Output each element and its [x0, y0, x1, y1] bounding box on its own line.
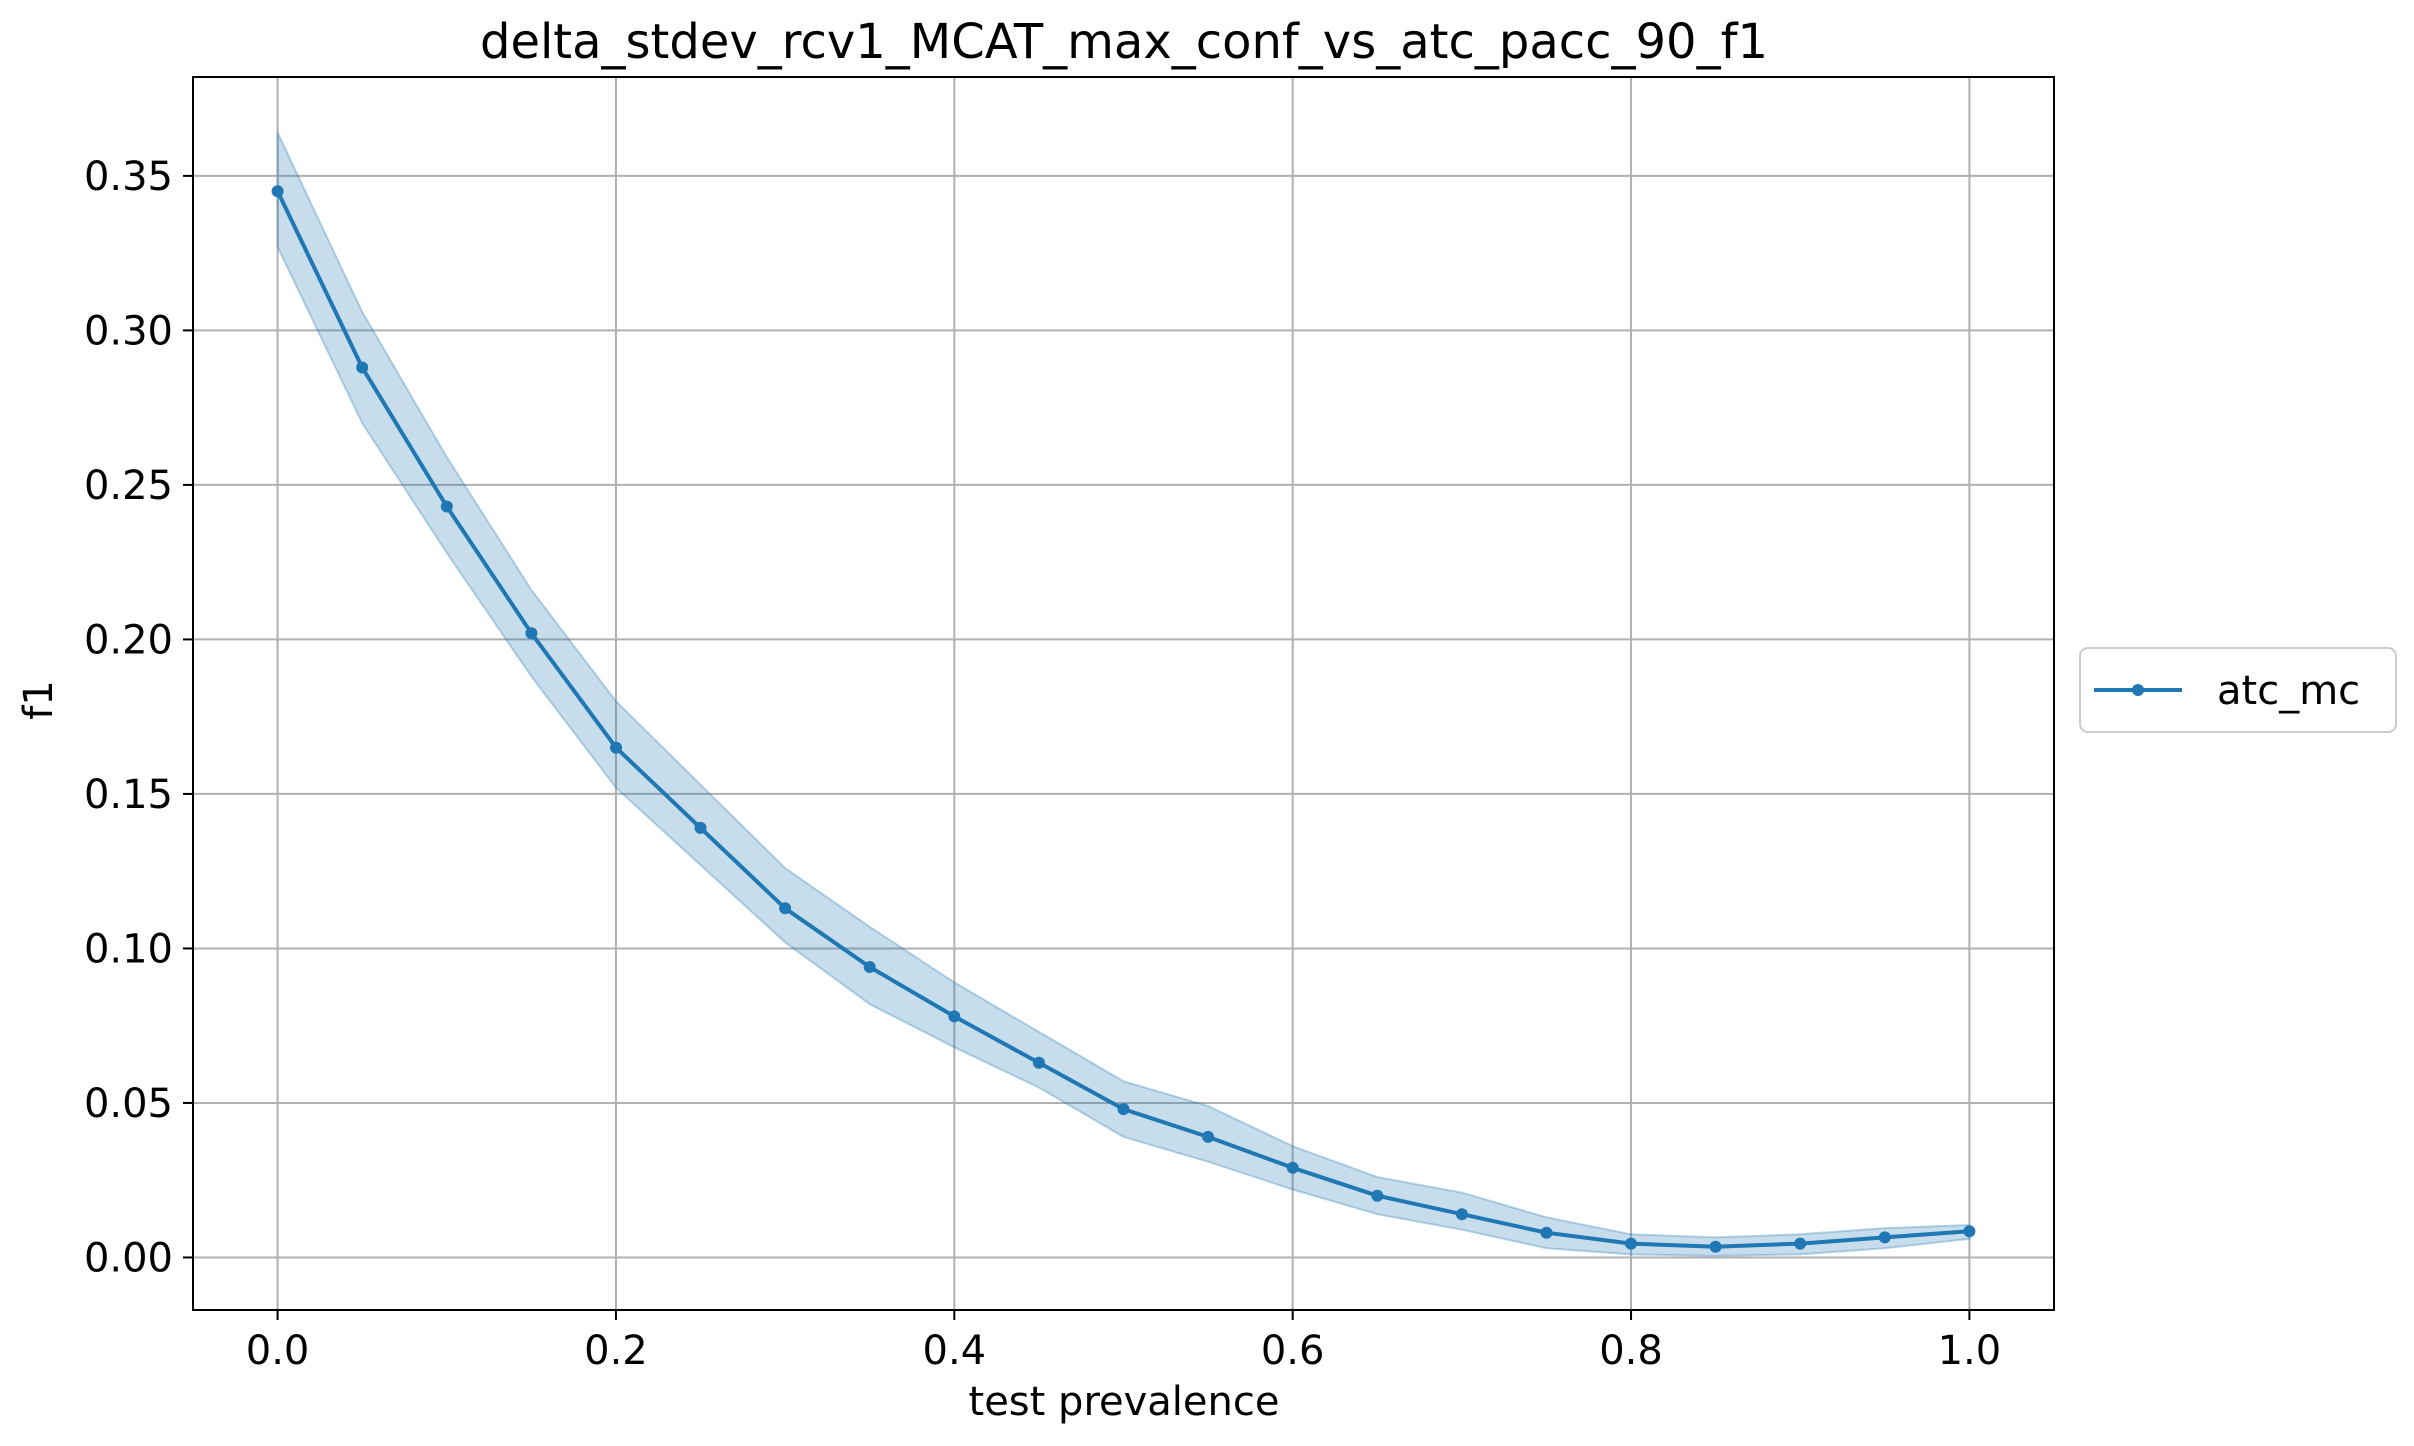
- data-point: [1117, 1103, 1130, 1116]
- y-axis-ticks: 0.00 0.05 0.10 0.15 0.20 0.25 0.30 0.35: [84, 154, 193, 1281]
- y-tick-label: 0.05: [84, 1081, 173, 1127]
- y-tick-label: 0.15: [84, 772, 173, 818]
- y-tick-label: 0.00: [84, 1235, 173, 1281]
- x-tick-label: 0.6: [1261, 1328, 1325, 1374]
- data-point: [948, 1010, 961, 1023]
- legend-box: [2079, 647, 2397, 733]
- x-tick-label: 1.0: [1938, 1328, 2002, 1374]
- data-point: [1455, 1208, 1468, 1221]
- series-atc-mc: [271, 185, 1976, 1253]
- x-axis-label: test prevalence: [969, 1379, 1280, 1425]
- data-point: [1371, 1189, 1384, 1202]
- y-tick-label: 0.20: [84, 617, 173, 663]
- data-point: [610, 741, 622, 754]
- legend-marker-atc-mc: [2132, 684, 2144, 696]
- data-point: [1032, 1056, 1045, 1069]
- x-tick-label: 0.8: [1599, 1328, 1663, 1374]
- data-point: [440, 500, 453, 513]
- data-point: [1286, 1161, 1299, 1174]
- data-point: [863, 961, 876, 973]
- x-axis-ticks: 0.0 0.2 0.4 0.6 0.8 1.0: [246, 1310, 2001, 1374]
- data-point: [1878, 1231, 1891, 1244]
- data-point: [779, 902, 792, 915]
- data-point: [525, 627, 538, 640]
- chart-title: delta_stdev_rcv1_MCAT_max_conf_vs_atc_pa…: [480, 14, 1768, 70]
- x-tick-label: 0.4: [923, 1328, 987, 1374]
- legend-label-atc-mc: atc_mc: [2217, 668, 2360, 714]
- y-axis-label: f1: [16, 680, 62, 720]
- data-point: [356, 361, 369, 374]
- confidence-band-area: [276, 132, 1971, 1257]
- data-point: [271, 185, 284, 198]
- data-point: [694, 821, 707, 834]
- plot-frame: [192, 76, 2055, 1311]
- y-tick-label: 0.30: [84, 308, 173, 354]
- x-tick-label: 0.2: [584, 1328, 648, 1374]
- confidence-band: [276, 132, 1971, 1257]
- y-tick-label: 0.25: [84, 463, 173, 509]
- data-point: [1963, 1225, 1976, 1238]
- y-tick-label: 0.35: [84, 154, 173, 200]
- grid: [193, 77, 2054, 1310]
- data-point: [1540, 1226, 1553, 1239]
- data-point: [1794, 1237, 1807, 1250]
- x-tick-label: 0.0: [246, 1328, 310, 1374]
- data-point: [1625, 1237, 1637, 1250]
- legend: atc_mc: [2079, 647, 2397, 733]
- data-point: [1709, 1240, 1722, 1253]
- data-point: [1202, 1130, 1215, 1143]
- y-tick-label: 0.10: [84, 926, 173, 972]
